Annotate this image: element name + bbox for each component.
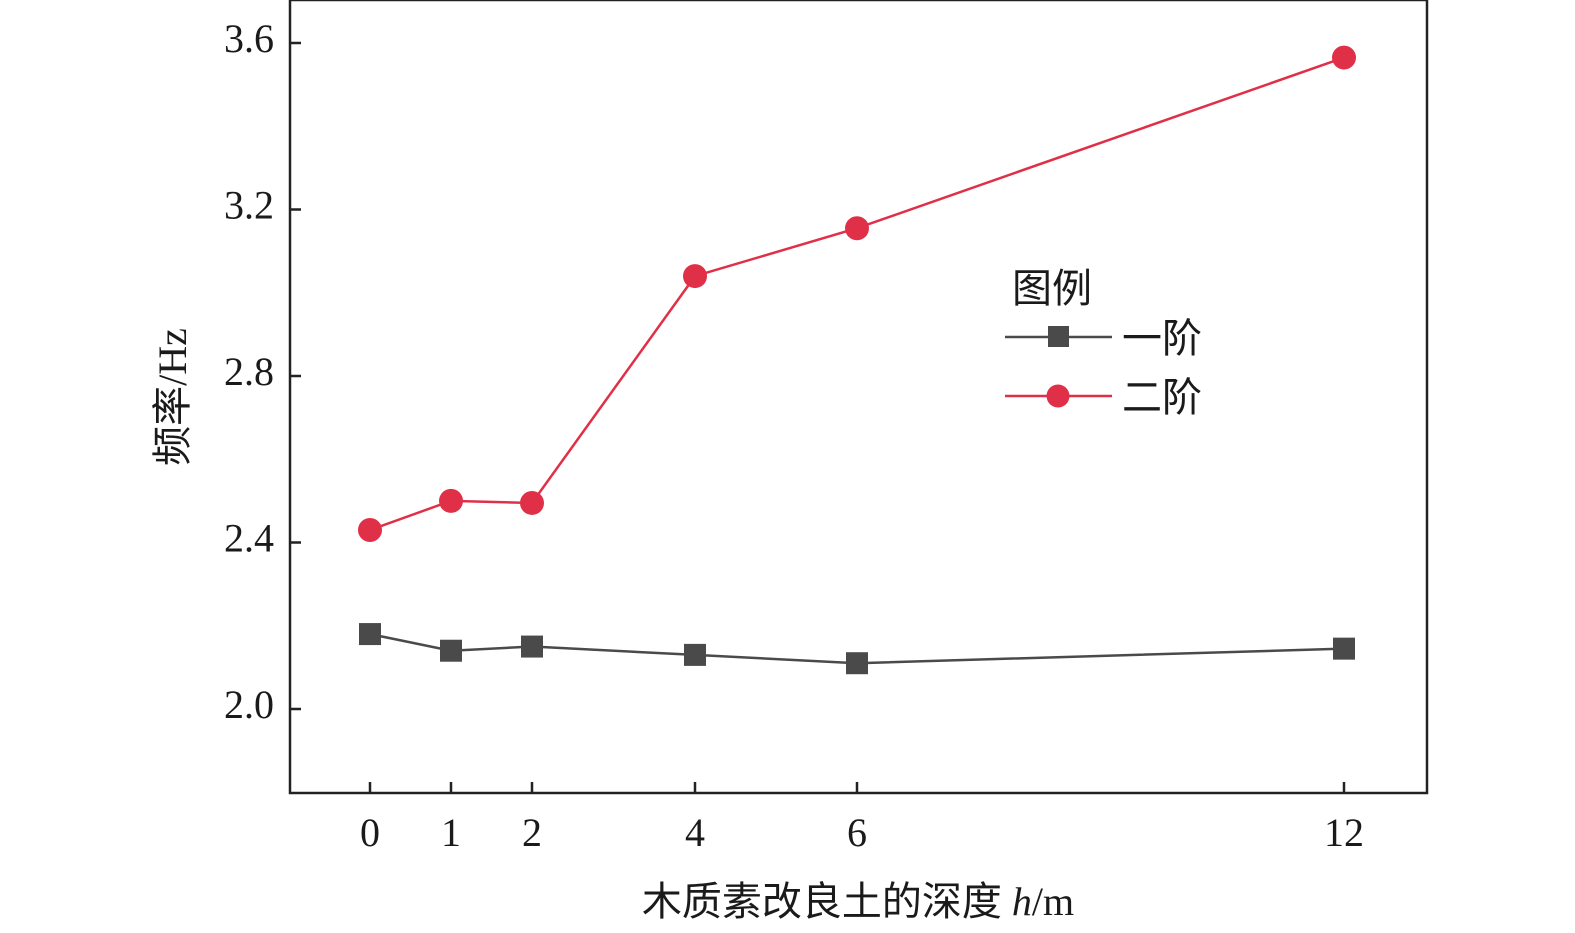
- x-axis-title-unit: /m: [1032, 879, 1074, 924]
- y-tick-label: 2.4: [224, 516, 274, 561]
- data-point-square: [846, 652, 868, 675]
- x-tick-label: 6: [847, 810, 867, 855]
- x-axis-title: 木质素改良土的深度 h/m: [642, 879, 1074, 924]
- y-tick-label: 2.8: [224, 349, 274, 394]
- series-line-1: [369, 632, 1345, 665]
- data-point-square: [440, 639, 462, 662]
- x-tick-label: 0: [360, 810, 380, 855]
- data-point-circle: [520, 490, 544, 515]
- y-tick-label: 2.0: [224, 682, 274, 727]
- plot-frame: [288, 0, 1429, 795]
- series-line-2: [369, 56, 1345, 532]
- data-point-circle: [439, 488, 463, 513]
- x-tick-label: 12: [1324, 810, 1364, 855]
- x-tick-label: 1: [441, 810, 461, 855]
- legend-marker-square: [1048, 326, 1069, 347]
- data-point-circle: [683, 264, 707, 289]
- legend-label-2: 二阶: [1122, 375, 1202, 420]
- legend-item-1: 一阶: [1005, 316, 1202, 361]
- x-axis-title-prefix: 木质素改良土的深度: [642, 879, 1012, 924]
- data-point-square: [359, 623, 381, 646]
- legend-marker-circle: [1046, 384, 1070, 408]
- y-tick-label: 3.6: [224, 16, 274, 61]
- data-point-square: [521, 635, 543, 658]
- legend-title: 图例: [1012, 266, 1092, 311]
- legend: 图例 一阶 二阶: [1005, 266, 1202, 420]
- data-point-square: [1333, 637, 1355, 660]
- legend-label-1: 一阶: [1122, 316, 1202, 361]
- data-point-circle: [1332, 45, 1356, 70]
- series-layer: [358, 45, 1356, 675]
- x-axis: 0 1 2 4 6 12: [360, 782, 1364, 855]
- y-axis-title: 频率/Hz: [150, 328, 195, 466]
- x-axis-title-var: h: [1012, 879, 1032, 924]
- legend-item-2: 二阶: [1005, 375, 1202, 420]
- y-tick-label: 3.2: [224, 183, 274, 228]
- data-point-circle: [358, 518, 382, 543]
- y-axis: 2.0 2.4 2.8 3.2 3.6: [224, 16, 301, 727]
- data-point-circle: [845, 216, 869, 241]
- x-tick-label: 2: [522, 810, 542, 855]
- data-point-square: [684, 643, 706, 666]
- x-tick-label: 4: [685, 810, 705, 855]
